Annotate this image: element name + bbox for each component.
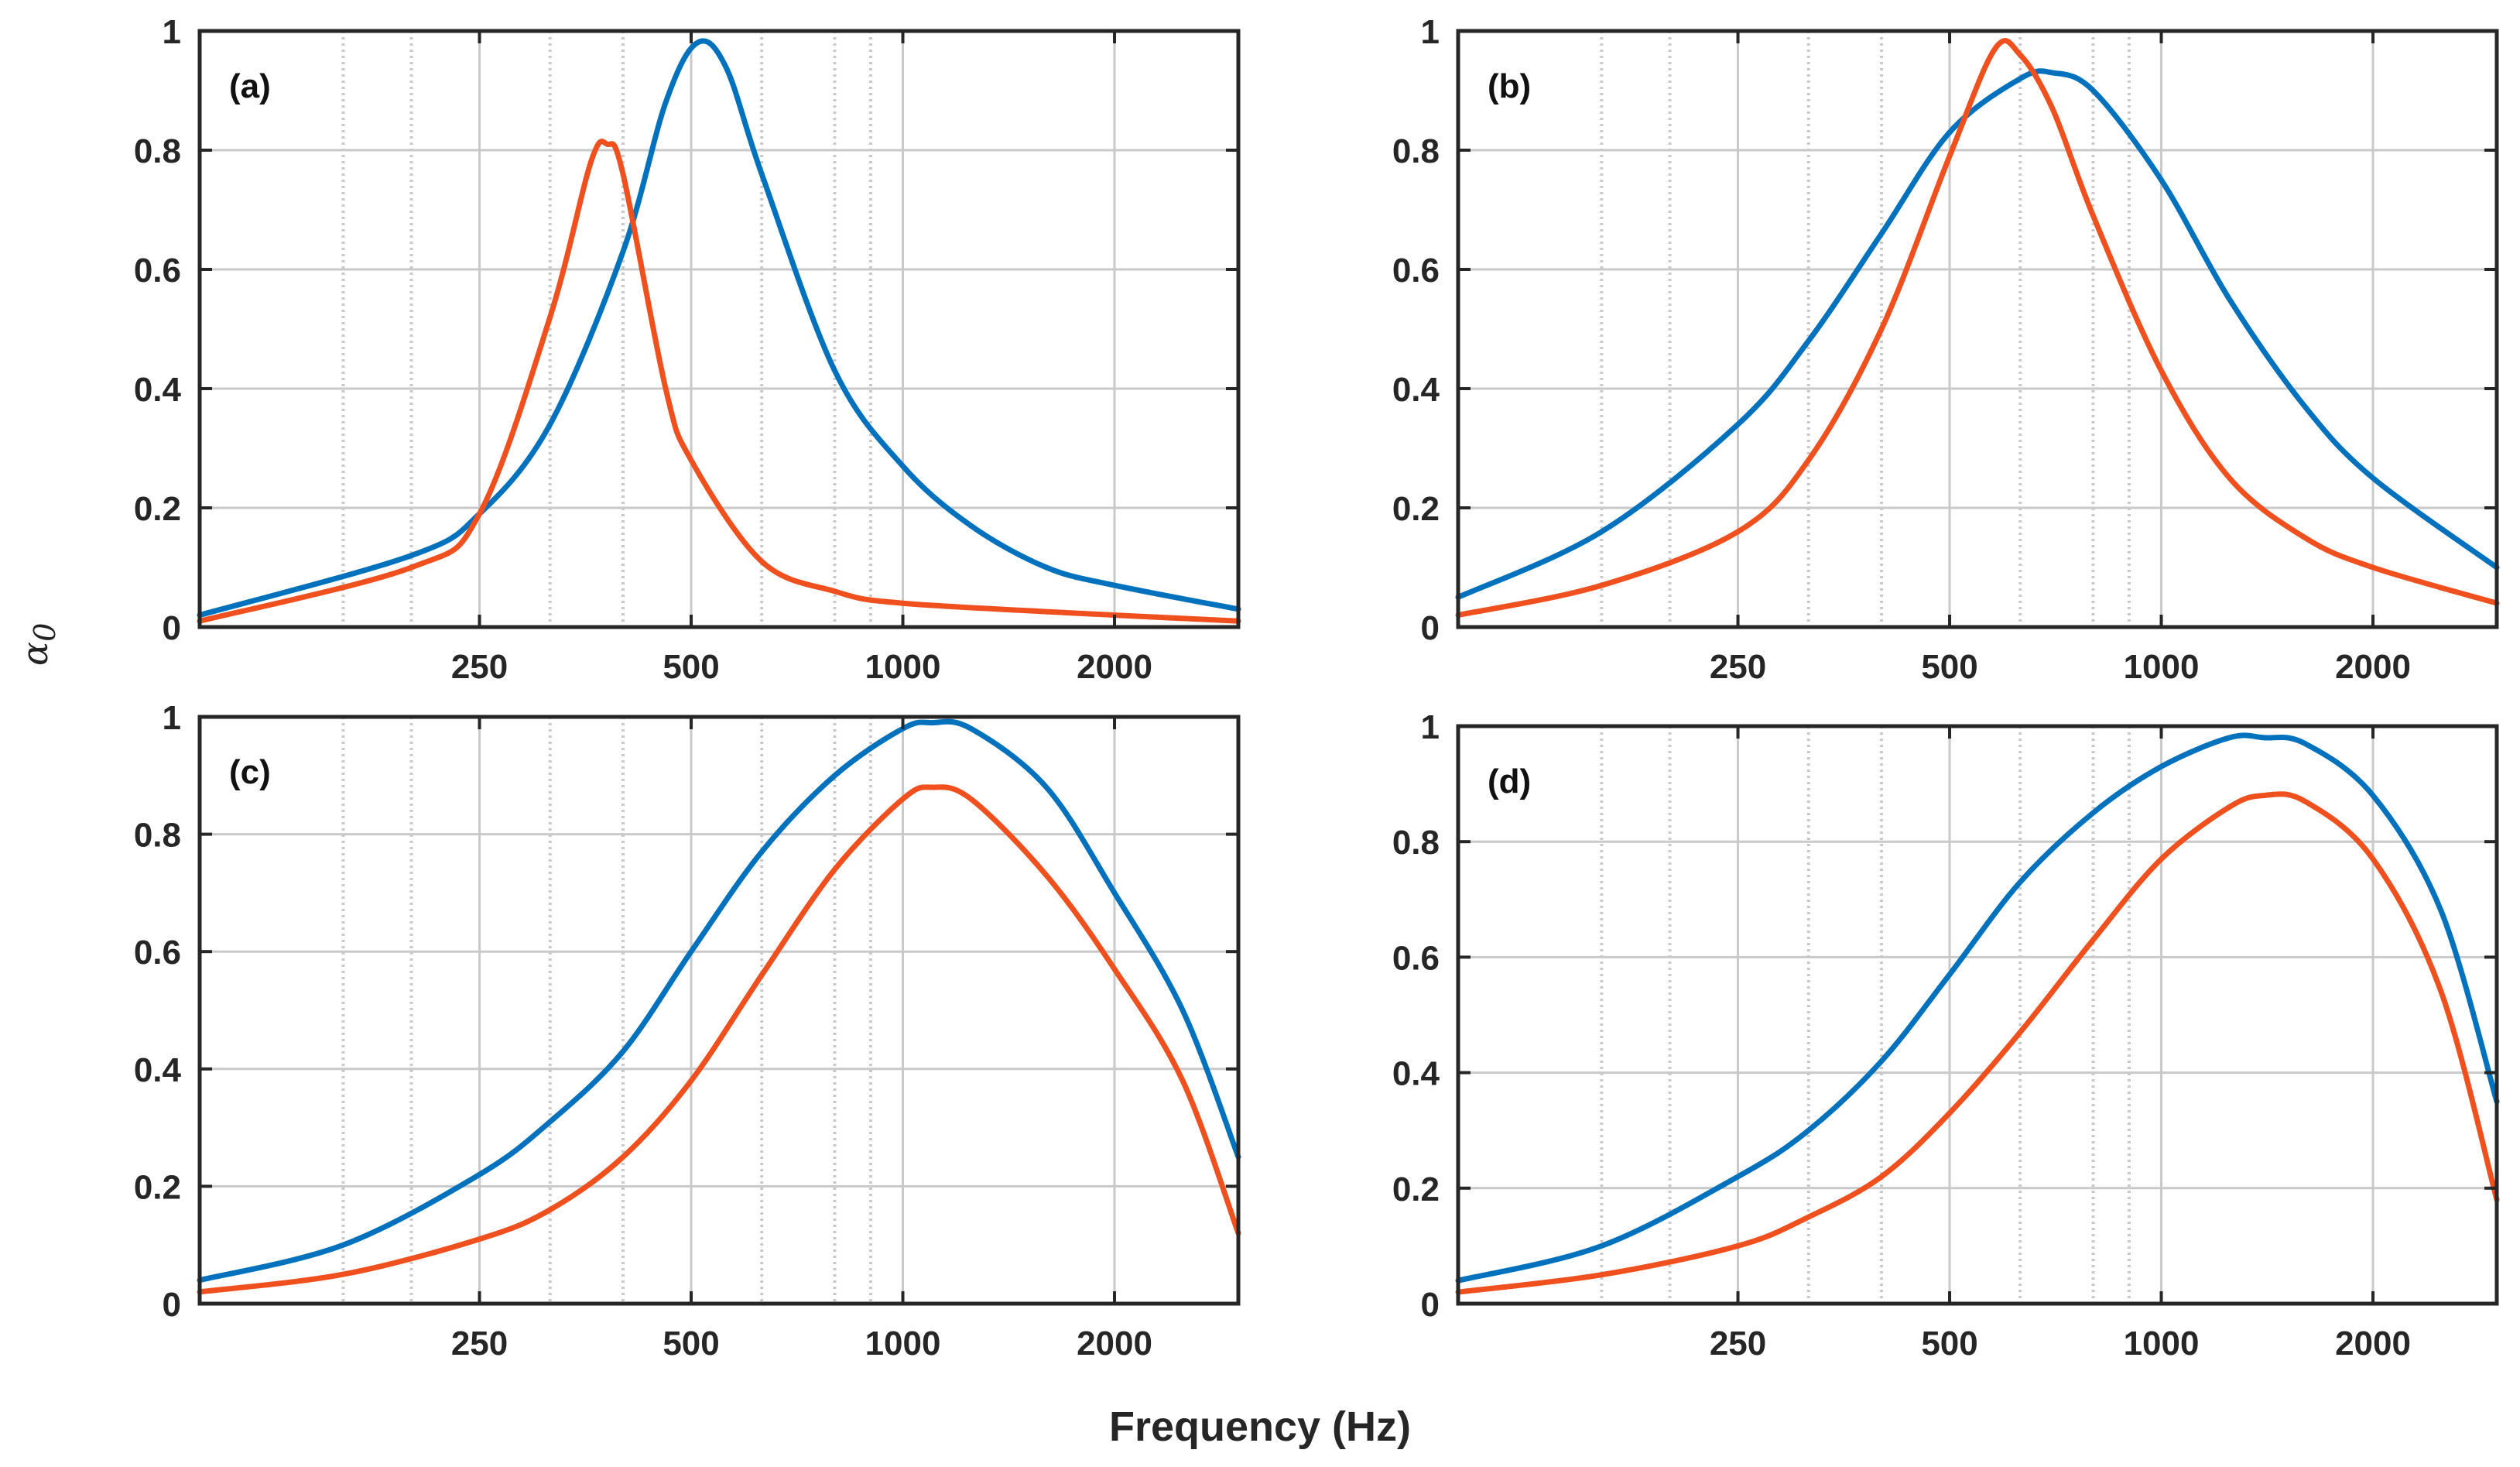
x-tick-label: 250 (1710, 648, 1766, 686)
series-line-orange (197, 139, 1241, 624)
x-tick-label: 500 (1921, 648, 1977, 686)
y-tick-label: 0.4 (134, 1051, 182, 1089)
series-line-orange (1455, 38, 2500, 619)
series-line-orange (197, 784, 1241, 1295)
x-tick-label: 250 (1710, 1325, 1766, 1362)
y-tick-label: 0 (163, 609, 181, 647)
y-tick-label: 0.6 (134, 252, 181, 290)
chart-panel: 0 0.2 0.4 0.6 0.8 1 250 500 1000 2000 (c) (134, 699, 1241, 1362)
y-tick-label: 1 (1421, 708, 1440, 746)
y-tick-label: 0.6 (1392, 252, 1440, 290)
x-tick-label: 1000 (2124, 1325, 2200, 1362)
y-tick-label: 0.2 (134, 490, 181, 528)
x-tick-label: 250 (451, 1325, 508, 1362)
series-line-blue (197, 718, 1241, 1284)
y-tick-label: 0 (1421, 1286, 1440, 1324)
x-axis-label: Frequency (Hz) (1108, 1404, 1412, 1450)
panel-label: (d) (1488, 763, 1531, 800)
y-tick-label: 0 (1421, 609, 1440, 647)
x-tick-label: 2000 (2335, 648, 2411, 686)
x-tick-label: 500 (1921, 1325, 1977, 1362)
y-tick-label: 0.8 (134, 132, 181, 170)
chart-panel: 0 0.2 0.4 0.6 0.8 1 250 500 1000 2000 (b) (1392, 13, 2500, 686)
series-line-orange (1455, 791, 2500, 1295)
x-tick-label: 2000 (1077, 1325, 1152, 1362)
x-tick-label: 1000 (865, 1325, 941, 1362)
y-tick-label: 1 (1421, 13, 1440, 51)
y-tick-label: 1 (163, 699, 181, 737)
y-tick-label: 0 (163, 1286, 181, 1324)
y-axis-label: α0 (14, 623, 63, 666)
axes-box (197, 29, 1241, 629)
y-tick-label: 1 (163, 13, 181, 51)
panel-label: (a) (229, 67, 271, 105)
y-tick-label: 0.4 (1392, 1055, 1440, 1093)
y-tick-label: 0.8 (1392, 132, 1440, 170)
x-tick-label: 250 (451, 648, 508, 686)
y-tick-label: 0.2 (1392, 1171, 1440, 1208)
x-tick-label: 500 (663, 648, 719, 686)
chart-panel: 0 0.2 0.4 0.6 0.8 1 250 500 1000 2000 (d) (1392, 708, 2500, 1362)
series-line-blue (197, 38, 1241, 619)
y-axis-symbol: α (14, 641, 56, 666)
panel-label: (b) (1488, 67, 1531, 105)
axes-box (1456, 724, 2499, 1306)
x-tick-label: 500 (663, 1325, 719, 1362)
x-tick-label: 1000 (2124, 648, 2200, 686)
axes-box (1456, 29, 2499, 629)
y-axis-subscript: 0 (28, 622, 63, 642)
axes-box (197, 715, 1241, 1306)
y-tick-label: 0.4 (1392, 371, 1440, 409)
panel-label: (c) (229, 753, 271, 791)
y-tick-label: 0.6 (1392, 939, 1440, 977)
x-tick-label: 2000 (1077, 648, 1152, 686)
y-tick-label: 0.6 (134, 934, 181, 972)
chart-panel: 0 0.2 0.4 0.6 0.8 1 250 500 1000 2000 (a) (134, 13, 1241, 686)
x-tick-label: 2000 (2335, 1325, 2411, 1362)
y-tick-label: 0.8 (134, 817, 181, 855)
series-line-blue (1455, 732, 2500, 1284)
y-tick-label: 0.4 (134, 371, 182, 409)
y-tick-label: 0.8 (1392, 824, 1440, 862)
y-tick-label: 0.2 (134, 1168, 181, 1206)
y-tick-label: 0.2 (1392, 490, 1440, 528)
x-tick-label: 1000 (865, 648, 941, 686)
